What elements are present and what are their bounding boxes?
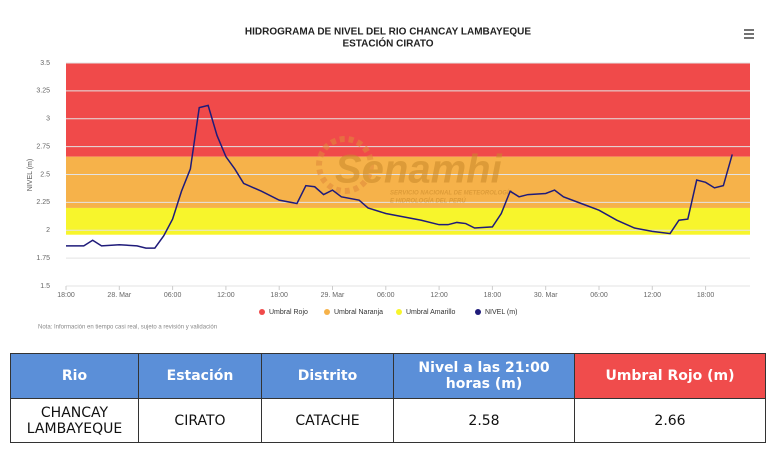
header-row: Rio Estación Distrito Nivel a las 21:00 hor…: [10, 353, 766, 399]
y-tick-label: 2.5: [40, 171, 50, 178]
grid: 1.5 1.75 2 2.25 2.5 2.75 3 3.25 3.5 18:00 28. Mar 0…: [36, 60, 750, 299]
x-tick-label: 28. Mar: [107, 292, 131, 299]
threshold-band: [66, 156, 750, 208]
watermark-text: SERVICIO NACIONAL DE METEOROLOGÍA: [390, 190, 513, 197]
x-tick-label: 12:00: [644, 292, 662, 299]
x-tick-label: 18:00: [270, 292, 288, 299]
y-tick-label: 2.75: [36, 143, 50, 150]
x-tick-label: 06:00: [164, 292, 182, 299]
legend-swatch: [259, 309, 265, 315]
watermark-sun: [316, 136, 374, 194]
y-tick-label: 2: [46, 227, 50, 234]
chart-subtitle: ESTACIÓN CIRATO: [342, 37, 433, 50]
table: Rio Estación Distrito Nivel a las 21:00 hor…: [10, 353, 766, 443]
header-cell: Nivel a las 21:00 horas (m): [393, 353, 575, 399]
legend-label: Umbral Amarillo: [406, 309, 456, 316]
y-axis-label: NIVEL (m): [27, 159, 34, 191]
header-cell: Rio: [10, 353, 139, 399]
x-tick-label: 06:00: [377, 292, 395, 299]
legend-swatch: [396, 309, 402, 315]
note: Nota: Información en tiempo casi real, s…: [38, 325, 217, 331]
chart: HIDROGRAMA DE NIVEL DEL RIO CHANCAY LAMB…: [27, 27, 754, 331]
x-tick-label: 18:00: [484, 292, 502, 299]
y-tick-label: 3.25: [36, 88, 50, 95]
x-tick-label: 29. Mar: [321, 292, 345, 299]
header-cell: Distrito: [261, 353, 394, 399]
plot: [66, 104, 733, 249]
chart-title: HIDROGRAMA DE NIVEL DEL RIO CHANCAY LAMB…: [245, 27, 531, 38]
legend-swatch: [475, 309, 481, 315]
table-cell: CIRATO: [138, 398, 262, 443]
table-cell: CHANCAY LAMBAYEQUE: [10, 398, 139, 443]
legend-label: Umbral Naranja: [334, 309, 383, 316]
legend-swatch: [324, 309, 330, 315]
watermark-title: Senamhi: [335, 148, 503, 192]
x-tick-label: 18:00: [697, 292, 715, 299]
legend-label: Umbral Rojo: [269, 309, 308, 316]
table-cell: 2.58: [393, 398, 575, 443]
y-tick-label: 1.5: [40, 283, 50, 290]
header-cell: Umbral Rojo (m): [574, 353, 766, 399]
header-cell: Estación: [138, 353, 262, 399]
y-tick-label: 3.5: [40, 60, 50, 67]
y-tick-label: 3: [46, 116, 50, 123]
y-tick-label: 1.75: [36, 255, 50, 262]
y-tick-label: 2.25: [36, 199, 50, 206]
x-tick-label: 30. Mar: [534, 292, 558, 299]
level-line: [66, 104, 733, 249]
watermark-text: E HIDROLOGÍA DEL PERÚ: [390, 198, 466, 205]
menu-icon[interactable]: [744, 29, 754, 39]
x-tick-label: 12:00: [430, 292, 448, 299]
table-row: CHANCAY LAMBAYEQUE CIRATO CATACHE 2.58 2.66: [10, 398, 766, 443]
x-tick-label: 18:00: [57, 292, 75, 299]
x-tick-label: 12:00: [217, 292, 235, 299]
threshold-band: [66, 63, 750, 157]
table-cell: CATACHE: [261, 398, 394, 443]
table-cell: 2.66: [574, 398, 766, 443]
x-tick-label: 06:00: [590, 292, 608, 299]
bands: [66, 63, 750, 235]
legend-label: NIVEL (m): [485, 309, 517, 316]
watermark: Senamhi SERVICIO NACIONAL DE METEOROLOGÍ…: [316, 136, 513, 205]
legend: Umbral Rojo Umbral Naranja Umbral Amarillo…: [259, 309, 517, 316]
